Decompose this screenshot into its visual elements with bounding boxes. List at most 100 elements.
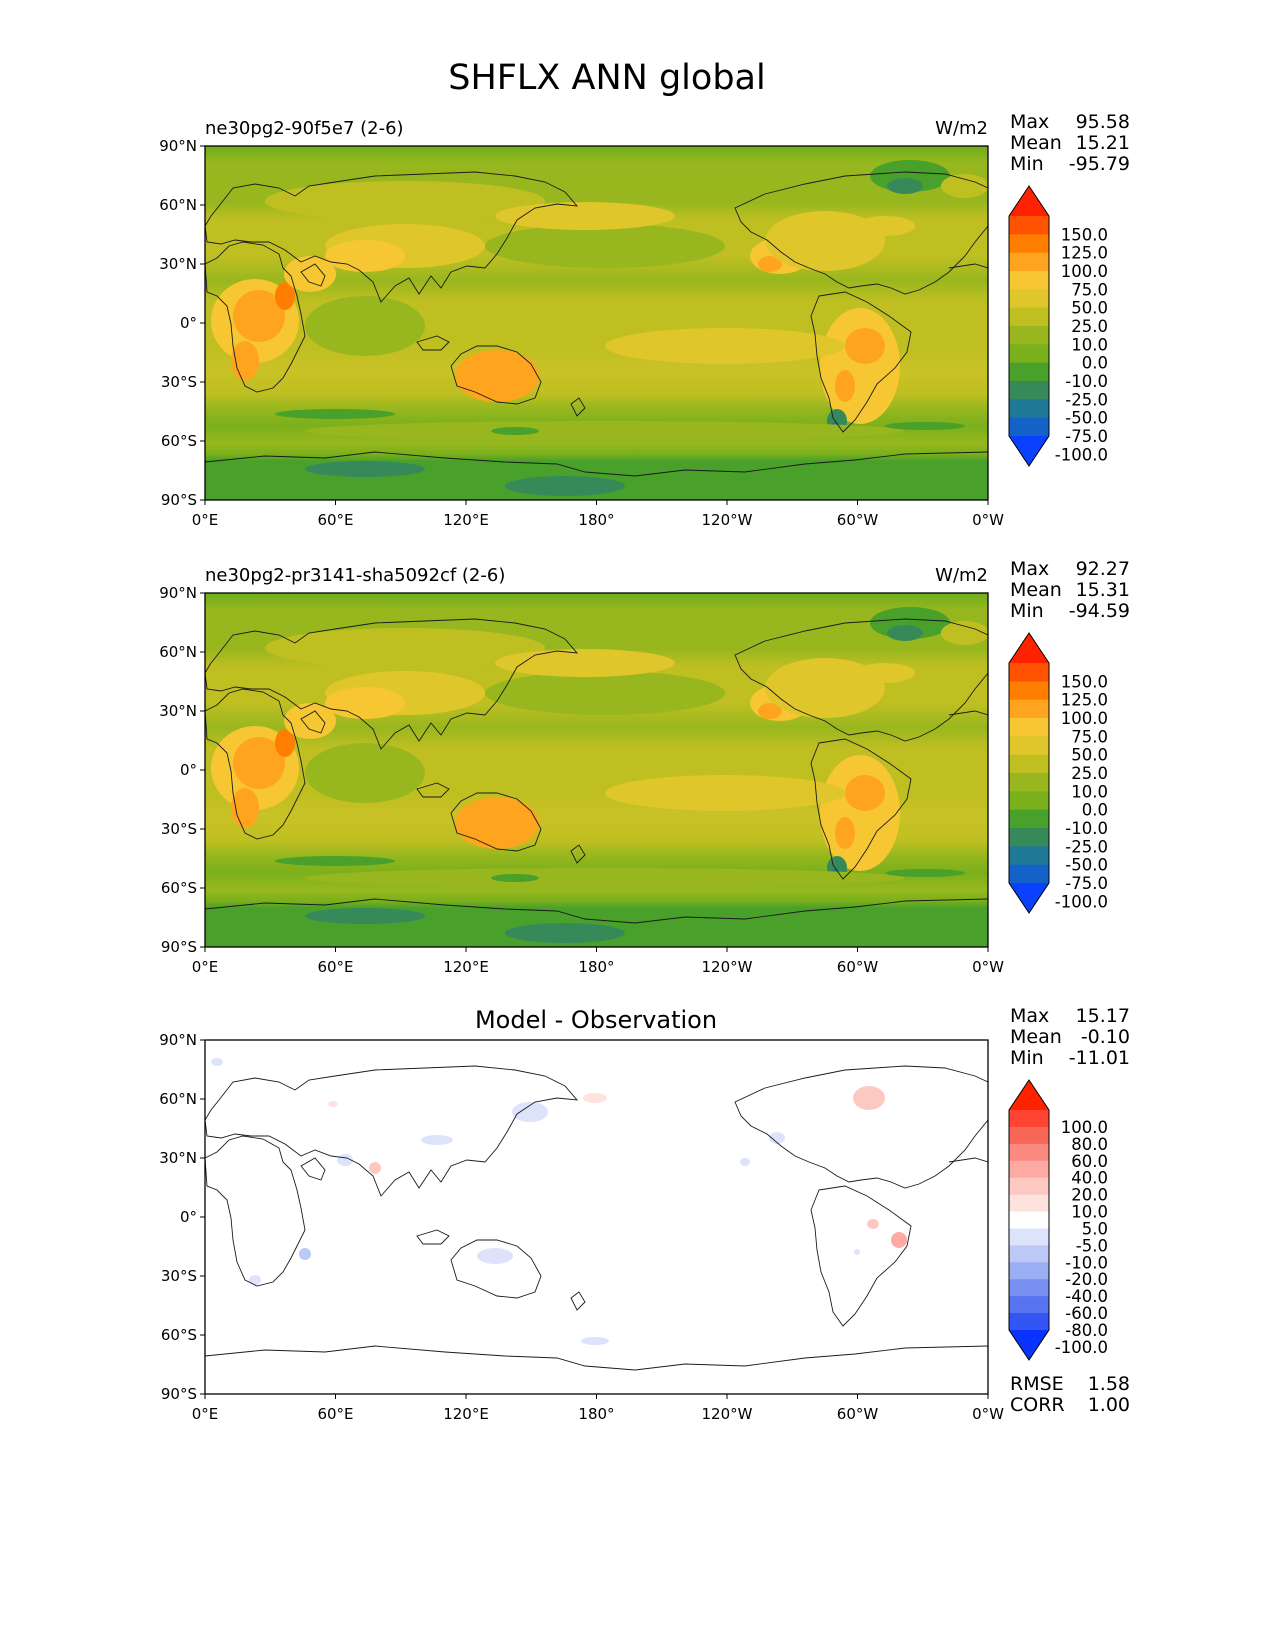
colorbar-level-label: 125.0 <box>1061 691 1108 710</box>
corr-value: 1.00 <box>1088 1394 1130 1416</box>
colorbar-level-label: 100.0 <box>1061 709 1108 728</box>
colorbar-level-label: -5.0 <box>1076 1236 1108 1255</box>
colorbar-level-label: 60.0 <box>1071 1152 1108 1171</box>
colorbar-level-label: 25.0 <box>1071 764 1108 783</box>
stat-max-value: 95.58 <box>1076 111 1130 133</box>
lat-tick-label: 0° <box>180 761 197 779</box>
lat-tick-label: 60°N <box>159 1090 197 1108</box>
lon-tick-label: 0°W <box>972 511 1004 529</box>
lat-tick-label: 30°S <box>161 1267 197 1285</box>
stat-min-label: Min <box>1010 153 1044 175</box>
lat-tick-label: 60°N <box>159 196 197 214</box>
colorbar-segment <box>1009 718 1049 737</box>
colorbar-segment <box>1009 1110 1049 1128</box>
colorbar-level-label: -20.0 <box>1065 1270 1108 1289</box>
colorbar-segment <box>1009 399 1049 419</box>
lat-tick-label: 30°S <box>161 373 197 391</box>
lon-tick-label: 120°W <box>702 511 753 529</box>
lon-tick-label: 60°E <box>317 1405 353 1423</box>
colorbar-segment <box>1009 1228 1049 1246</box>
colorbar-segment <box>1009 289 1049 309</box>
stats-box: Max 92.27 Mean 15.31 Min -94.59 <box>1010 558 1130 622</box>
map-field <box>205 146 988 500</box>
colorbar-segment <box>1009 252 1049 272</box>
colorbar-level-label: -80.0 <box>1065 1321 1108 1340</box>
colorbar-level-label: 100.0 <box>1061 262 1108 281</box>
units-label: W/m2 <box>935 118 988 139</box>
lon-tick-label: 0°E <box>192 958 219 976</box>
colorbar-segment <box>1009 1126 1049 1145</box>
colorbar-segment <box>1009 234 1049 254</box>
lon-tick-label: 120°E <box>443 511 489 529</box>
colorbar: 100.080.060.040.020.010.05.0-5.0-10.0-20… <box>1008 1079 1108 1361</box>
colorbar-segment <box>1009 1160 1049 1179</box>
metrics-box: RMSE 1.58 CORR 1.00 <box>1010 1373 1130 1416</box>
colorbar-level-label: 10.0 <box>1071 335 1108 354</box>
colorbar-level-label: 150.0 <box>1061 672 1108 691</box>
stat-mean-label: Mean <box>1010 1026 1062 1048</box>
colorbar-level-label: 40.0 <box>1071 1169 1108 1188</box>
colorbar-level-label: -75.0 <box>1065 427 1108 446</box>
colorbar-segment <box>1009 828 1049 847</box>
lon-tick-label: 60°W <box>837 958 879 976</box>
colorbar-segment <box>1009 809 1049 829</box>
colorbar-segment <box>1009 1245 1049 1263</box>
colorbar-extend-bottom <box>1009 1330 1049 1360</box>
lon-tick-label: 60°E <box>317 958 353 976</box>
colorbar-extend-bottom <box>1009 436 1049 466</box>
colorbar-segment <box>1009 1313 1049 1331</box>
colorbar-extend-top <box>1009 633 1049 663</box>
colorbar-level-label: 5.0 <box>1082 1219 1108 1238</box>
stat-mean-label: Mean <box>1010 579 1062 601</box>
stat-min-value: -94.59 <box>1069 600 1130 622</box>
colorbar-extend-top <box>1009 186 1049 216</box>
lat-tick-label: 90°N <box>159 137 197 155</box>
colorbar-segment <box>1009 681 1049 701</box>
rmse-value: 1.58 <box>1088 1373 1130 1395</box>
colorbar-segment <box>1009 1194 1049 1213</box>
colorbar-level-label: 150.0 <box>1061 225 1108 244</box>
lon-tick-label: 120°W <box>702 958 753 976</box>
lon-tick-label: 0°W <box>972 958 1004 976</box>
lat-tick-label: 60°S <box>161 1326 197 1344</box>
colorbar-level-label: 50.0 <box>1071 299 1108 318</box>
lon-tick-label: 60°W <box>837 511 879 529</box>
colorbar-segment <box>1009 846 1049 866</box>
stat-min-label: Min <box>1010 1047 1044 1069</box>
colorbar-segment <box>1009 663 1049 682</box>
lat-tick-label: 90°S <box>161 938 197 956</box>
lat-tick-label: 60°S <box>161 879 197 897</box>
colorbar-segment <box>1009 1143 1049 1162</box>
map-field <box>205 1040 988 1394</box>
lon-tick-label: 60°W <box>837 1405 879 1423</box>
stat-mean-label: Mean <box>1010 132 1062 154</box>
colorbar-level-label: -10.0 <box>1065 372 1108 391</box>
colorbar-level-label: 125.0 <box>1061 244 1108 263</box>
stat-mean-value: -0.10 <box>1081 1026 1130 1048</box>
lat-tick-label: 60°N <box>159 643 197 661</box>
lon-tick-label: 180° <box>578 511 614 529</box>
colorbar: 150.0125.0100.075.050.025.010.00.0-10.0-… <box>1008 185 1108 467</box>
colorbar-level-label: -100.0 <box>1055 1338 1108 1357</box>
stat-max-label: Max <box>1010 111 1049 133</box>
lon-tick-label: 120°E <box>443 958 489 976</box>
colorbar-level-label: -50.0 <box>1065 856 1108 875</box>
colorbar-level-label: -25.0 <box>1065 390 1108 409</box>
lon-tick-label: 180° <box>578 958 614 976</box>
stat-max-label: Max <box>1010 558 1049 580</box>
colorbar-segment <box>1009 864 1049 884</box>
colorbar-segment <box>1009 381 1049 400</box>
colorbar-level-label: -50.0 <box>1065 409 1108 428</box>
stat-min-value: -11.01 <box>1069 1047 1130 1069</box>
colorbar-level-label: 25.0 <box>1071 317 1108 336</box>
stat-max-label: Max <box>1010 1005 1049 1027</box>
lon-tick-label: 120°W <box>702 1405 753 1423</box>
panel-title: ne30pg2-pr3141-sha5092cf (2-6) <box>205 565 505 586</box>
colorbar-level-label: 0.0 <box>1082 354 1108 373</box>
colorbar-level-label: 10.0 <box>1071 782 1108 801</box>
lat-tick-label: 30°S <box>161 820 197 838</box>
units-label: W/m2 <box>935 565 988 586</box>
lat-tick-label: 90°S <box>161 491 197 509</box>
colorbar-segment <box>1009 326 1049 345</box>
lat-tick-label: 30°N <box>159 702 197 720</box>
